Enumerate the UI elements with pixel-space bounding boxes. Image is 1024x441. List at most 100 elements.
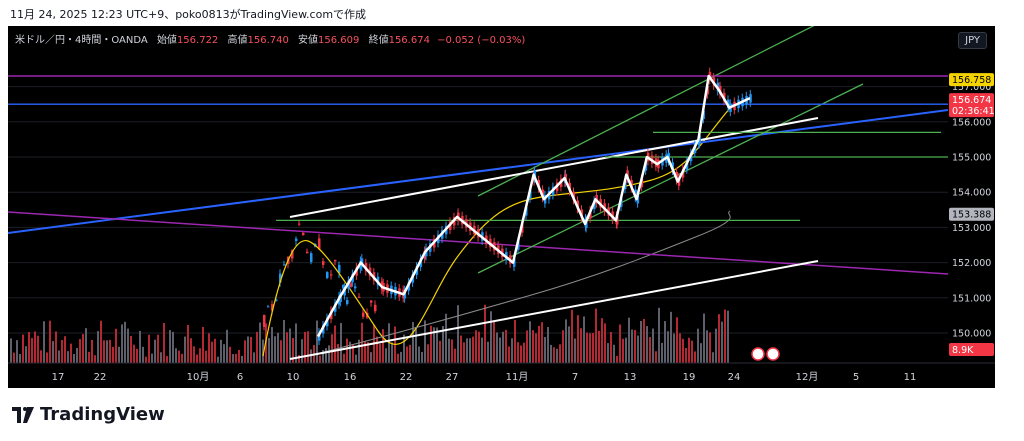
volume-bar xyxy=(316,320,318,363)
volume-bar xyxy=(178,350,180,363)
volume-bar xyxy=(76,347,78,363)
volume-bar xyxy=(145,356,147,363)
volume-bar xyxy=(142,346,144,363)
volume-bar xyxy=(280,340,282,363)
volume-bar xyxy=(283,320,285,363)
y-tick-label-0: 150.000 xyxy=(952,329,991,340)
volume-bar xyxy=(217,356,219,363)
volume-bar xyxy=(289,328,291,363)
volume-bar xyxy=(82,334,84,363)
close-value: 156.674 xyxy=(388,35,430,46)
volume-bar xyxy=(226,329,228,363)
low-label: 安値 xyxy=(298,35,319,46)
volume-bar xyxy=(472,336,474,363)
x-tick-label-1: 22 xyxy=(94,372,107,383)
volume-bar xyxy=(319,355,321,363)
volume-bar xyxy=(100,320,102,363)
volume-bar xyxy=(193,346,195,363)
volume-bar xyxy=(457,305,459,363)
volume-bar xyxy=(196,354,198,363)
x-tick-label-15: 11 xyxy=(904,372,917,383)
high-label: 高値 xyxy=(227,35,248,46)
last-price-label-bg xyxy=(949,93,994,118)
volume-label: 8.9K xyxy=(952,345,974,356)
channel-upper-green xyxy=(477,26,815,197)
volume-bar xyxy=(304,331,306,363)
y-tick-label-5: 155.000 xyxy=(952,153,991,164)
volume-bar xyxy=(37,335,39,363)
volume-bar xyxy=(619,324,621,363)
currency-button[interactable]: JPY xyxy=(958,32,987,49)
volume-bar xyxy=(685,348,687,363)
x-tick-label-11: 19 xyxy=(683,372,696,383)
candle-body xyxy=(342,285,345,289)
volume-bar xyxy=(310,349,312,363)
volume-bar xyxy=(418,346,420,363)
volume-bar xyxy=(628,317,630,363)
volume-bar xyxy=(139,330,141,363)
event-flag-icon xyxy=(766,347,780,361)
volume-bar xyxy=(553,347,555,363)
channel-lower-green xyxy=(477,83,864,274)
volume-bar xyxy=(55,331,57,363)
volume-bar xyxy=(19,354,21,363)
volume-bar xyxy=(397,353,399,363)
volume-bar xyxy=(400,351,402,363)
volume-bar xyxy=(28,332,30,363)
volume-bar xyxy=(526,330,528,363)
price-chart[interactable]: 150.000 151.000 152.000 153.000 154.000 155.0… xyxy=(8,26,995,388)
volume-bar xyxy=(466,338,468,363)
volume-bar xyxy=(88,351,90,363)
volume-bar xyxy=(703,313,705,363)
volume-bar xyxy=(631,329,633,363)
volume-bar xyxy=(58,350,60,363)
volume-bar xyxy=(592,332,594,363)
volume-bar xyxy=(295,323,297,363)
y-tick-label-7: 157.000 xyxy=(952,82,991,93)
volume-bar xyxy=(85,328,87,363)
candle-body xyxy=(302,232,305,235)
volume-bar xyxy=(172,331,174,363)
volume-bar xyxy=(640,320,642,363)
volume-bar xyxy=(613,344,615,363)
volume-bar xyxy=(235,353,237,363)
volume-bar xyxy=(331,334,333,363)
volume-bar xyxy=(130,335,132,363)
volume-bar xyxy=(673,333,675,363)
volume-bar xyxy=(562,330,564,363)
volume-bar xyxy=(424,320,426,363)
volume-bar xyxy=(307,331,309,363)
volume-bar xyxy=(163,322,165,363)
volume-bar xyxy=(199,348,201,363)
volume-bar xyxy=(634,329,636,363)
volume-bar xyxy=(475,330,477,363)
candle-body xyxy=(291,250,294,259)
close-label: 終値 xyxy=(368,35,389,46)
candle-body xyxy=(298,223,301,225)
volume-bar xyxy=(13,352,15,363)
candle-body xyxy=(338,264,341,273)
volume-bar xyxy=(385,348,387,363)
volume-bar xyxy=(61,340,63,363)
price-axis xyxy=(948,26,995,388)
chart-panel[interactable]: 150.000 151.000 152.000 153.000 154.000 155.0… xyxy=(8,26,995,388)
volume-bar xyxy=(223,344,225,363)
volume-bar xyxy=(151,353,153,363)
candle-body xyxy=(350,283,353,287)
volume-bar xyxy=(430,325,432,363)
volume-bar xyxy=(637,335,639,363)
volume-bar xyxy=(40,350,42,363)
trendline-white-upper xyxy=(289,117,819,218)
volume-bar xyxy=(208,333,210,363)
volume-bar xyxy=(505,329,507,363)
volume-bar xyxy=(349,341,351,363)
candle-body xyxy=(322,261,325,265)
volume-bar xyxy=(22,334,24,363)
volume-bar xyxy=(247,336,249,363)
brand-name: TradingView xyxy=(40,404,165,425)
volume-bar xyxy=(688,337,690,363)
volume-bar xyxy=(487,341,489,363)
candle-body xyxy=(354,286,357,289)
volume-bar xyxy=(328,345,330,363)
volume-bar xyxy=(715,328,717,363)
